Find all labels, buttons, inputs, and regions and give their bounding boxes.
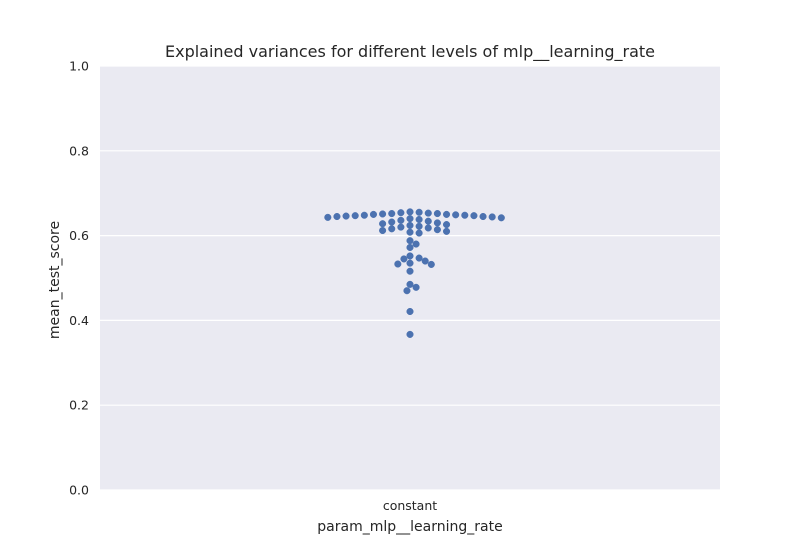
data-point bbox=[427, 260, 435, 268]
data-point bbox=[342, 212, 350, 220]
data-point bbox=[461, 211, 469, 219]
y-tick-label: 0.4 bbox=[69, 313, 89, 328]
data-point bbox=[369, 210, 378, 218]
data-point bbox=[388, 210, 396, 218]
data-point bbox=[406, 237, 414, 245]
data-point bbox=[424, 224, 432, 232]
data-point bbox=[470, 212, 478, 220]
data-point bbox=[433, 219, 441, 227]
data-point bbox=[412, 240, 420, 248]
data-point bbox=[406, 252, 414, 260]
data-point bbox=[406, 280, 414, 288]
y-tick-label: 0.2 bbox=[69, 398, 89, 413]
y-tick-label: 0.6 bbox=[69, 228, 89, 243]
data-point bbox=[442, 221, 451, 229]
data-point bbox=[400, 255, 408, 263]
data-point bbox=[406, 307, 414, 316]
y-tick-label: 0.8 bbox=[69, 143, 89, 158]
data-point bbox=[497, 214, 505, 222]
points bbox=[324, 208, 505, 338]
data-point bbox=[479, 212, 487, 221]
data-point bbox=[452, 211, 460, 219]
data-point bbox=[394, 260, 402, 268]
data-point bbox=[406, 221, 414, 229]
data-point bbox=[406, 228, 414, 236]
x-ticks: constant bbox=[383, 498, 437, 513]
data-point bbox=[406, 215, 414, 223]
data-point bbox=[433, 210, 441, 218]
data-point bbox=[424, 209, 432, 217]
data-point bbox=[488, 213, 496, 221]
data-point bbox=[424, 217, 432, 225]
data-point bbox=[406, 208, 414, 216]
chart-title: Explained variances for different levels… bbox=[165, 42, 655, 62]
data-point bbox=[415, 254, 423, 262]
data-point bbox=[415, 208, 423, 216]
data-point bbox=[433, 226, 441, 234]
data-point bbox=[403, 287, 411, 295]
data-point bbox=[351, 212, 359, 220]
data-point bbox=[397, 216, 405, 224]
data-point bbox=[415, 222, 423, 230]
y-ticks: 0.0 0.2 0.4 0.6 0.8 1.0 bbox=[69, 59, 89, 498]
data-point bbox=[397, 209, 405, 217]
x-axis-label: param_mlp__learning_rate bbox=[317, 519, 502, 535]
data-point bbox=[406, 267, 414, 275]
data-point bbox=[406, 259, 414, 267]
data-point bbox=[324, 213, 332, 221]
data-point bbox=[379, 220, 387, 228]
data-point bbox=[333, 212, 341, 221]
data-point bbox=[415, 229, 423, 237]
plot-area bbox=[100, 66, 720, 490]
y-tick-label: 1.0 bbox=[69, 59, 89, 74]
data-point bbox=[379, 210, 387, 218]
y-tick-label: 0.0 bbox=[69, 483, 89, 498]
y-axis-label: mean_test_score bbox=[47, 221, 63, 339]
data-point bbox=[421, 257, 429, 265]
data-point bbox=[406, 330, 414, 338]
data-point bbox=[397, 223, 405, 231]
x-tick-label: constant bbox=[383, 498, 437, 513]
data-point bbox=[406, 243, 414, 252]
data-point bbox=[379, 226, 387, 235]
grid bbox=[100, 65, 720, 491]
data-point bbox=[360, 211, 368, 219]
data-point bbox=[388, 225, 396, 233]
data-point bbox=[442, 210, 451, 218]
data-point bbox=[442, 227, 451, 235]
data-point bbox=[415, 215, 423, 224]
data-point bbox=[388, 218, 396, 226]
data-point bbox=[412, 283, 420, 291]
